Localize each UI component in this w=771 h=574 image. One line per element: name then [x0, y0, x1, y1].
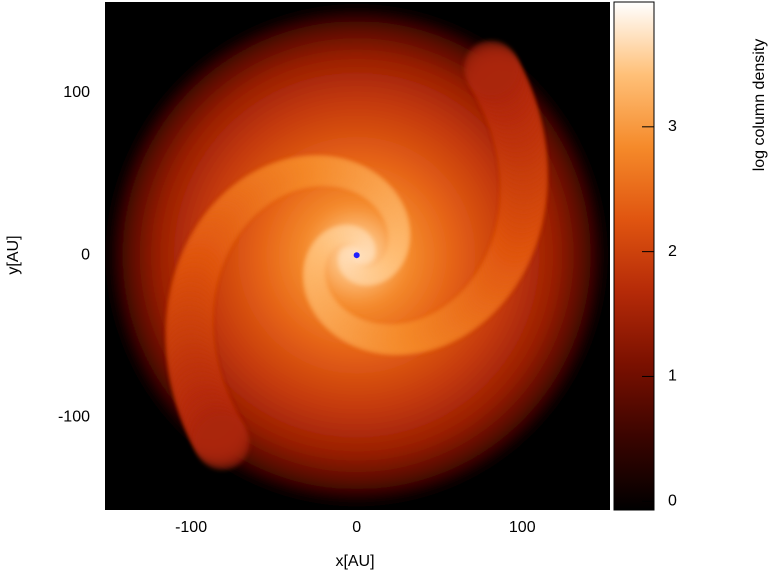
x-tick-label: 0 [352, 519, 361, 536]
colorbar-tick-label: 2 [668, 243, 677, 260]
colorbar-tick-label: 3 [668, 118, 677, 135]
spiral-arm [463, 40, 519, 96]
star [353, 252, 360, 259]
x-tick-label: -100 [175, 519, 207, 536]
colorbar-tick-label: 0 [668, 492, 677, 509]
spiral-arm [194, 415, 250, 470]
x-axis-title: x[AU] [335, 553, 374, 570]
y-axis-title: y[AU] [5, 235, 22, 274]
y-tick-label: 0 [81, 246, 90, 263]
colorbar-tick-label: 1 [668, 368, 677, 385]
colorbar [613, 1, 655, 511]
x-tick-label: 100 [509, 519, 536, 536]
y-tick-label: 100 [63, 84, 90, 101]
density-image [108, 6, 606, 504]
y-tick-label: -100 [58, 409, 90, 426]
colorbar-title: log column density [751, 39, 768, 172]
